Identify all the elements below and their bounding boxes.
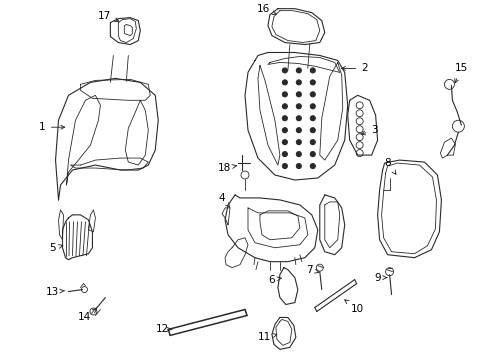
Circle shape (296, 68, 301, 73)
Circle shape (282, 152, 287, 157)
Circle shape (296, 152, 301, 157)
Circle shape (282, 116, 287, 121)
Circle shape (310, 140, 315, 145)
Circle shape (310, 163, 315, 168)
Circle shape (282, 68, 287, 73)
Circle shape (282, 92, 287, 97)
Circle shape (296, 104, 301, 109)
Circle shape (310, 128, 315, 133)
Circle shape (282, 80, 287, 85)
Text: 10: 10 (344, 300, 364, 315)
Circle shape (282, 104, 287, 109)
Circle shape (310, 80, 315, 85)
Text: 3: 3 (361, 125, 377, 135)
Circle shape (310, 104, 315, 109)
Circle shape (296, 163, 301, 168)
Text: 15: 15 (454, 63, 467, 83)
Text: 12: 12 (155, 324, 171, 334)
Text: 8: 8 (384, 158, 395, 174)
Text: 9: 9 (373, 273, 386, 283)
Text: 14: 14 (78, 309, 97, 323)
Text: 6: 6 (268, 275, 281, 285)
Text: 11: 11 (257, 332, 276, 342)
Circle shape (310, 152, 315, 157)
Circle shape (310, 116, 315, 121)
Circle shape (310, 68, 315, 73)
Circle shape (296, 80, 301, 85)
Text: 7: 7 (306, 265, 318, 275)
Text: 17: 17 (98, 11, 119, 22)
Text: 5: 5 (49, 243, 62, 253)
Circle shape (296, 116, 301, 121)
Text: 13: 13 (46, 287, 64, 297)
Text: 2: 2 (341, 63, 367, 73)
Circle shape (282, 163, 287, 168)
Circle shape (310, 92, 315, 97)
Circle shape (282, 140, 287, 145)
Circle shape (296, 92, 301, 97)
Text: 18: 18 (217, 163, 236, 173)
Circle shape (296, 140, 301, 145)
Circle shape (282, 128, 287, 133)
Text: 4: 4 (218, 193, 229, 207)
Text: 16: 16 (256, 4, 276, 14)
Circle shape (296, 128, 301, 133)
Text: 1: 1 (39, 122, 64, 132)
